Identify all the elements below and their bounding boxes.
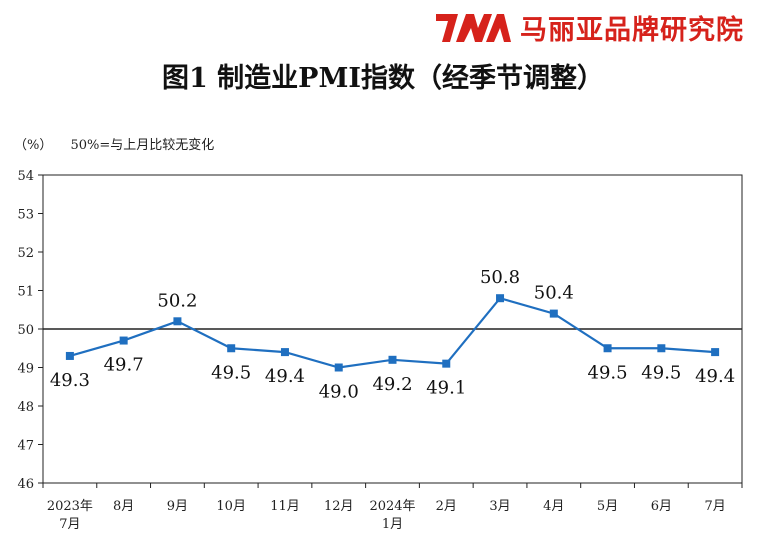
- data-points: [65, 294, 720, 372]
- x-tick-label: 5月: [597, 499, 618, 514]
- data-point: [173, 317, 182, 326]
- data-label: 49.4: [695, 366, 735, 387]
- data-point: [227, 344, 236, 353]
- x-axis: 2023年 7月 8月 9月 10月 11月 12月 2024年 1月 2月 3月 4月 5月 6月 7月: [42, 483, 743, 532]
- data-label: 49.3: [50, 370, 90, 391]
- data-point: [442, 359, 451, 368]
- x-tick-label: 7月: [59, 517, 80, 532]
- x-tick-label: 9月: [167, 499, 188, 514]
- data-point: [549, 309, 558, 318]
- x-tick-label: 3月: [489, 499, 510, 514]
- y-tick-label: 54: [17, 169, 34, 184]
- unit-label: （%）: [14, 138, 53, 153]
- x-tick-label: 6月: [651, 499, 672, 514]
- brand-header: 马丽亚品牌研究院: [434, 8, 744, 47]
- y-tick-label: 52: [17, 246, 34, 261]
- chart-note: （%） 50%=与上月比较无变化: [14, 134, 214, 153]
- x-tick-label: 2023年: [47, 499, 93, 514]
- data-point: [711, 348, 720, 357]
- data-label: 49.5: [588, 362, 628, 383]
- y-tick-label: 48: [17, 400, 34, 415]
- y-tick-label: 46: [17, 477, 34, 492]
- data-point: [657, 344, 666, 353]
- chart-title: 图1 制造业PMI指数（经季节调整）: [161, 63, 604, 94]
- y-tick-label: 53: [17, 208, 34, 223]
- x-tick-label: 8月: [113, 499, 134, 514]
- data-label: 49.5: [211, 362, 251, 383]
- y-tick-label: 51: [17, 285, 34, 300]
- data-label: 49.4: [265, 366, 305, 387]
- x-tick-label: 4月: [543, 499, 564, 514]
- x-tick-label: 10月: [216, 499, 246, 514]
- data-label: 50.8: [480, 267, 520, 288]
- brand-name: 马丽亚品牌研究院: [520, 15, 744, 46]
- data-label: 49.1: [426, 378, 466, 399]
- data-label: 49.0: [319, 382, 359, 403]
- reference-note: 50%=与上月比较无变化: [70, 138, 215, 153]
- y-tick-label: 47: [17, 439, 34, 454]
- x-tick-label: 7月: [704, 499, 725, 514]
- y-tick-label: 49: [17, 362, 34, 377]
- data-point: [388, 355, 397, 364]
- data-labels: 49.3 49.7 50.2 49.5 49.4 49.0 49.2 49.1 50.8 50.4…: [50, 267, 735, 402]
- x-tick-label: 2月: [436, 499, 457, 514]
- x-tick-label: 2024年: [369, 499, 415, 514]
- y-tick-label: 50: [17, 323, 34, 338]
- x-tick-label: 12月: [324, 499, 354, 514]
- x-tick-label: 11月: [270, 499, 300, 514]
- data-label: 49.2: [372, 374, 412, 395]
- data-label: 50.2: [157, 290, 197, 311]
- x-tick-label: 1月: [382, 517, 403, 532]
- data-point: [603, 344, 612, 353]
- data-label: 49.5: [641, 362, 681, 383]
- data-label: 49.7: [104, 355, 144, 376]
- data-point: [334, 363, 343, 372]
- data-point: [496, 294, 505, 303]
- data-point: [119, 336, 128, 345]
- data-point: [65, 351, 74, 360]
- data-label: 50.4: [534, 283, 574, 304]
- brand-logo-icon: [436, 13, 511, 42]
- data-point: [280, 348, 289, 357]
- y-axis: 46 47 48 49 50 51 52 53 54: [17, 169, 43, 492]
